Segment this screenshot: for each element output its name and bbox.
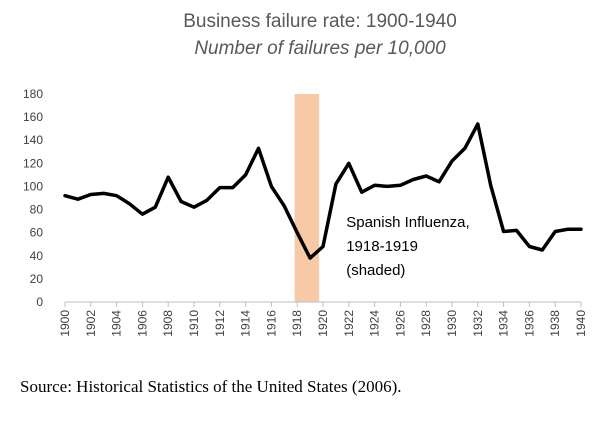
x-tick-label: 1918: [290, 310, 304, 337]
x-tick-label: 1928: [419, 310, 433, 337]
y-tick-label: 20: [30, 272, 44, 286]
x-tick-label: 1912: [213, 310, 227, 337]
x-tick-label: 1910: [187, 310, 201, 337]
x-tick-label: 1908: [161, 310, 175, 337]
annotation-line: 1918-1919: [346, 238, 418, 255]
chart-title: Business failure rate: 1900-1940: [183, 11, 457, 32]
influenza-shaded-band: [294, 94, 320, 302]
x-tick-label: 1906: [135, 310, 149, 337]
y-tick-label: 40: [30, 249, 44, 263]
y-tick-label: 160: [23, 110, 43, 124]
x-tick-label: 1930: [445, 310, 459, 337]
failure-rate-line: [63, 122, 583, 260]
y-tick-label: 100: [23, 179, 43, 193]
x-tick-label: 1924: [368, 310, 382, 337]
influenza-annotation: Spanish Influenza, 1918-1919 (shaded): [346, 214, 469, 279]
x-tick-label: 1916: [264, 310, 278, 337]
x-tick-label: 1920: [316, 310, 330, 337]
x-tick-label: 1936: [522, 310, 536, 337]
y-tick-label: 180: [23, 87, 43, 101]
x-tick-label: 1922: [342, 310, 356, 337]
x-tick-label: 1902: [84, 310, 98, 337]
annotation-line: Spanish Influenza,: [346, 214, 469, 231]
plot-area: 0 20 40 60 80 100 120 140 160 180 1900 1902 1904 1906…: [23, 87, 588, 337]
y-tick-label: 80: [30, 203, 44, 217]
annotation-line: (shaded): [346, 262, 405, 279]
x-tick-label: 1934: [497, 310, 511, 337]
x-tick-label: 1940: [574, 310, 588, 337]
x-tick-label: 1926: [393, 310, 407, 337]
y-tick-label: 120: [23, 156, 43, 170]
y-tick-label: 0: [36, 295, 43, 309]
x-tick-label: 1932: [471, 310, 485, 337]
y-tick-label: 140: [23, 133, 43, 147]
x-tick-label: 1914: [239, 310, 253, 337]
chart-subtitle: Number of failures per 10,000: [194, 38, 446, 59]
x-tick-label: 1904: [110, 310, 124, 337]
x-tick-label: 1938: [548, 310, 562, 337]
y-tick-label: 60: [30, 226, 44, 240]
source-note: Source: Historical Statistics of the Uni…: [20, 377, 402, 396]
x-tick-label: 1900: [58, 310, 72, 337]
